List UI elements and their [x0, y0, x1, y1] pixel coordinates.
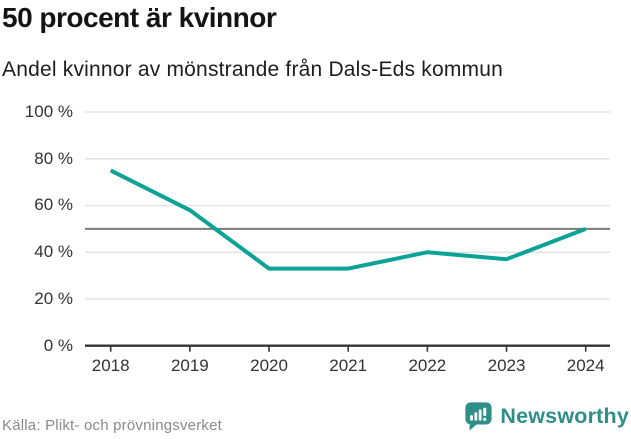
- y-axis-tick-label: 40 %: [34, 242, 73, 262]
- trend-line: [109, 168, 587, 271]
- x-axis-tick-label: 2024: [566, 356, 605, 375]
- newsworthy-wordmark: Newsworthy: [500, 403, 629, 428]
- x-axis-tick-label: 2018: [91, 356, 130, 375]
- y-axis-tick-label: 80 %: [34, 148, 73, 168]
- x-axis-tick-label: 2023: [487, 356, 526, 375]
- y-axis-tick-label: 0 %: [43, 335, 73, 355]
- x-axis-tick-label: 2021: [329, 356, 368, 375]
- chart-title: 50 procent är kvinnor: [2, 2, 277, 33]
- exclamation-bar: [483, 407, 487, 416]
- bar-3: [479, 409, 482, 421]
- speech-bubble-shape: [465, 402, 492, 431]
- newsworthy-logo-icon: [465, 402, 492, 431]
- y-axis-tick-label: 100 %: [24, 102, 73, 121]
- x-axis-tick-label: 2020: [250, 356, 288, 375]
- y-axis-tick-label: 60 %: [34, 195, 73, 215]
- exclamation-dot: [483, 417, 487, 421]
- newsworthy-logo: Newsworthy: [463, 401, 629, 431]
- chart-subtitle: Andel kvinnor av mönstrande från Dals-Ed…: [2, 58, 503, 81]
- y-axis-tick-label: 20 %: [34, 288, 73, 308]
- source-note: Källa: Plikt- och prövningsverket: [2, 417, 223, 434]
- bar-2: [474, 412, 478, 421]
- x-axis-tick-label: 2022: [408, 356, 447, 375]
- bar-1: [470, 415, 474, 421]
- x-axis-tick-label: 2019: [170, 356, 209, 375]
